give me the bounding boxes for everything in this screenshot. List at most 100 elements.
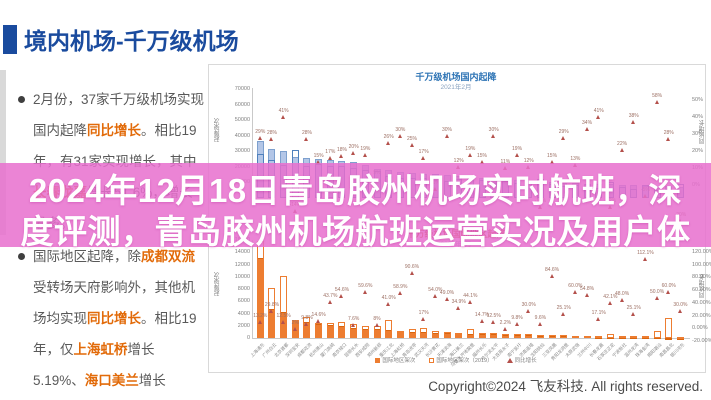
bar-2019-outline bbox=[466, 328, 474, 338]
growth-triangle-icon bbox=[339, 154, 344, 159]
growth-percent-label: 112.1% bbox=[637, 250, 654, 257]
left-edge-strip bbox=[0, 70, 6, 235]
growth-triangle-icon bbox=[409, 270, 414, 275]
growth-triangle-icon bbox=[631, 120, 636, 125]
growth-percent-label: 29.8% bbox=[264, 302, 280, 309]
y2-axis-tick: 0.00% bbox=[692, 325, 708, 332]
y2-axis-tick: 20% bbox=[692, 148, 704, 154]
growth-percent-label: 44.1% bbox=[463, 293, 478, 300]
growth-triangle-icon bbox=[526, 309, 531, 314]
growth-triangle-icon bbox=[351, 323, 356, 328]
growth-triangle-icon bbox=[327, 300, 332, 305]
growth-triangle-icon bbox=[281, 115, 286, 120]
growth-percent-label: 19% bbox=[360, 145, 371, 152]
bar-2019-outline bbox=[280, 276, 288, 338]
growth-triangle-icon bbox=[467, 152, 472, 157]
growth-triangle-icon bbox=[386, 140, 391, 145]
text-run: 增长5.19%、 bbox=[33, 342, 155, 388]
growth-percent-label: 12.5% bbox=[276, 313, 291, 320]
growth-percent-label: 12% bbox=[453, 157, 464, 164]
growth-percent-label: 15% bbox=[313, 152, 324, 159]
growth-triangle-icon bbox=[397, 134, 402, 138]
growth-percent-label: 43.7% bbox=[323, 293, 338, 300]
growth-triangle-icon bbox=[257, 135, 262, 140]
growth-percent-label: 26% bbox=[383, 133, 394, 140]
growth-percent-label: 25% bbox=[406, 135, 417, 142]
bar-2019-outline bbox=[268, 288, 276, 338]
highlighted-text: 成都双流 bbox=[141, 249, 195, 264]
growth-percent-label: 25.1% bbox=[556, 305, 571, 312]
page-title: 境内机场-千万级机场 bbox=[24, 28, 239, 54]
growth-percent-label: 34% bbox=[582, 120, 593, 127]
growth-triangle-icon bbox=[677, 309, 682, 314]
growth-percent-label: 17% bbox=[418, 310, 429, 317]
growth-percent-label: 14.6% bbox=[311, 311, 326, 318]
bar-2019-outline bbox=[361, 325, 369, 338]
growth-percent-label: 28% bbox=[266, 130, 277, 137]
bar-2019-outline bbox=[396, 330, 404, 338]
bar-2019-outline bbox=[618, 336, 626, 339]
bar-2019-outline bbox=[513, 334, 521, 338]
growth-triangle-icon bbox=[351, 151, 356, 155]
top-chart-subtitle: 2021年2月 bbox=[440, 84, 472, 91]
growth-percent-label: 30% bbox=[488, 127, 499, 133]
bar-2019-outline bbox=[431, 331, 439, 338]
growth-percent-label: 7.6% bbox=[347, 316, 360, 323]
growth-percent-label: 18% bbox=[336, 147, 347, 154]
growth-percent-label: 17% bbox=[418, 149, 429, 156]
bar-2019-outline bbox=[641, 336, 649, 339]
growth-percent-label: 19% bbox=[465, 145, 476, 152]
growth-percent-label: 60.0% bbox=[568, 283, 583, 290]
growth-percent-label: 8% bbox=[373, 316, 381, 323]
growth-triangle-icon bbox=[502, 326, 507, 331]
growth-triangle-icon bbox=[561, 135, 566, 140]
growth-percent-label: 38% bbox=[628, 113, 639, 120]
bar-2019-outline bbox=[291, 319, 299, 338]
growth-triangle-icon bbox=[269, 137, 274, 142]
growth-percent-label: 42.1% bbox=[603, 294, 618, 301]
growth-triangle-icon bbox=[444, 134, 449, 138]
legend-item-growth: 同比增长 bbox=[506, 356, 537, 364]
growth-triangle-icon bbox=[479, 159, 484, 164]
growth-percent-label: 17% bbox=[325, 149, 336, 156]
text-run: 2月份，37家千万级机场实现国内起降 bbox=[33, 92, 205, 138]
growth-triangle-icon bbox=[362, 152, 367, 157]
growth-triangle-icon bbox=[292, 326, 297, 331]
bar-2019-outline bbox=[443, 331, 451, 338]
growth-triangle-icon bbox=[281, 320, 286, 325]
growth-percent-label: 11% bbox=[493, 159, 517, 165]
title-accent-square bbox=[3, 25, 17, 54]
growth-triangle-icon bbox=[304, 137, 309, 142]
growth-triangle-icon bbox=[642, 257, 647, 262]
growth-triangle-icon bbox=[456, 306, 461, 311]
growth-percent-label: 90.6% bbox=[404, 263, 420, 270]
growth-percent-label: 29% bbox=[255, 128, 266, 135]
top-chart-title: 千万级机场国内起降 bbox=[415, 72, 497, 82]
growth-triangle-icon bbox=[572, 290, 577, 295]
growth-triangle-icon bbox=[549, 159, 554, 164]
bar-2019-outline bbox=[373, 326, 381, 338]
headline-overlay-banner: 2024年12月18日青岛胶州机场实时航班，深 度评测，青岛胶州机场航班运营实况… bbox=[0, 163, 711, 250]
bar-2019-outline bbox=[653, 330, 661, 338]
growth-triangle-icon bbox=[316, 159, 321, 164]
y-axis-tick: 2000 bbox=[237, 322, 250, 329]
bar-2019-outline bbox=[326, 323, 334, 338]
growth-percent-label: 41.0% bbox=[381, 295, 396, 302]
growth-percent-label: 25.1% bbox=[626, 305, 641, 312]
growth-triangle-icon bbox=[491, 134, 496, 138]
bar-2019-outline bbox=[315, 322, 323, 338]
growth-percent-label: 17.1% bbox=[591, 310, 606, 317]
bar-2019-outline bbox=[478, 333, 486, 338]
headline-line-1: 2024年12月18日青岛胶州机场实时航班，深 bbox=[28, 172, 683, 209]
growth-percent-label: 20% bbox=[348, 144, 359, 150]
text-run: 增长3.29%，其余机场 bbox=[138, 373, 166, 388]
bar-2019-outline bbox=[606, 333, 614, 338]
bullet-item: 国际地区起降，除成都双流受转场天府影响外，其他机场均实现同比增长。相比19年，仅… bbox=[18, 241, 206, 400]
highlighted-text: 上海虹桥 bbox=[73, 342, 128, 357]
growth-triangle-icon bbox=[409, 142, 414, 147]
growth-triangle-icon bbox=[631, 312, 636, 317]
growth-triangle-icon bbox=[386, 302, 391, 307]
y2-axis-tick: 100.00% bbox=[692, 261, 711, 268]
